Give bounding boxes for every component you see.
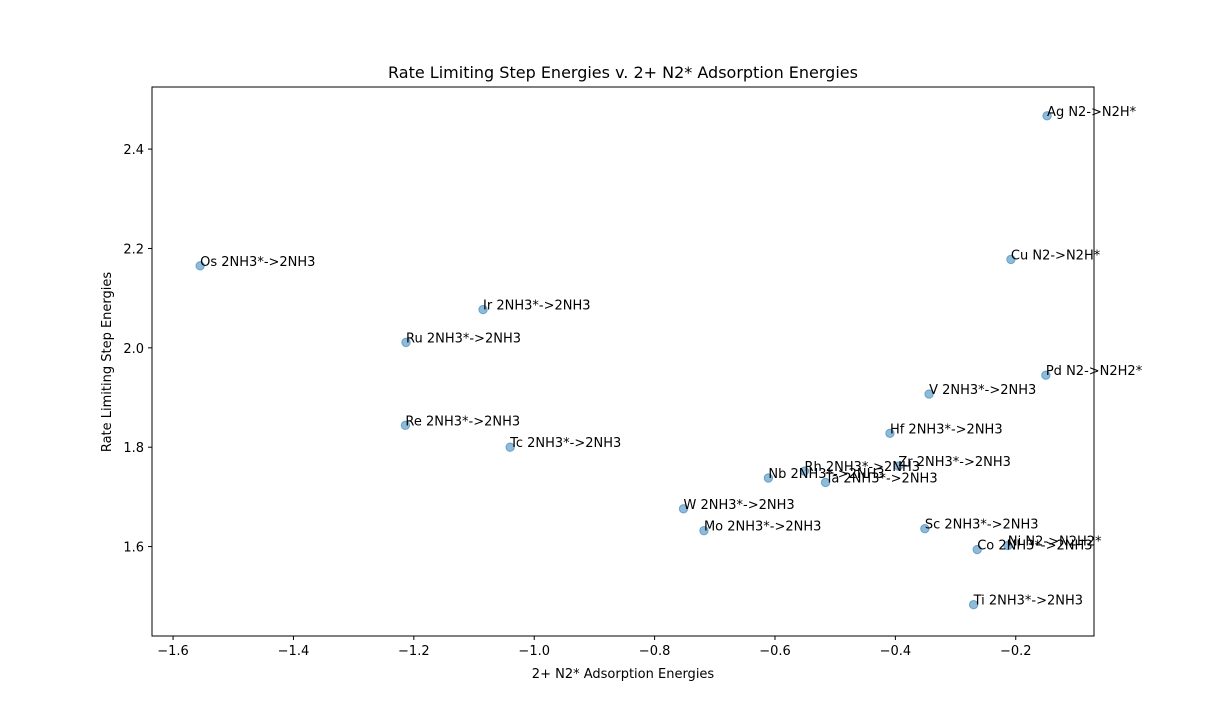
- x-tick-label: −1.2: [398, 644, 430, 659]
- point-label: Hf 2NH3*->2NH3: [890, 422, 1003, 437]
- data-points: [195, 111, 1052, 610]
- data-point: [885, 428, 895, 438]
- data-point: [1006, 254, 1016, 265]
- chart-title: Rate Limiting Step Energies v. 2+ N2* Ad…: [388, 63, 858, 82]
- data-point: [400, 420, 411, 431]
- y-tick-label: 2.0: [123, 342, 144, 357]
- data-point: [401, 337, 411, 348]
- y-tick-label: 1.8: [123, 441, 144, 456]
- data-point: [893, 461, 904, 471]
- point-label: Mo 2NH3*->2NH3: [704, 520, 821, 535]
- y-tick-label: 2.2: [123, 242, 144, 257]
- x-tick-label: −0.4: [880, 644, 912, 659]
- point-label: Ti 2NH3*->2NH3: [973, 594, 1083, 609]
- data-point: [678, 504, 689, 514]
- data-point: [763, 473, 774, 483]
- y-axis-title: Rate Limiting Step Energies: [100, 272, 115, 453]
- x-tick-label: −0.6: [759, 644, 791, 659]
- point-label: Cu N2->N2H*: [1011, 248, 1101, 263]
- x-tick-label: −1.0: [518, 644, 550, 659]
- point-label: Ag N2->N2H*: [1047, 105, 1137, 120]
- y-axis-ticks: 1.6 1.8 2.0 2.2 2.4: [123, 143, 152, 556]
- x-axis-ticks: −1.6 −1.4 −1.2 −1.0 −0.8 −0.6 −0.4 −0.2: [157, 636, 1032, 659]
- point-label: Ru 2NH3*->2NH3: [406, 331, 521, 346]
- x-axis-title: 2+ N2* Adsorption Energies: [532, 667, 715, 682]
- x-tick-label: −1.4: [278, 644, 310, 659]
- data-point: [972, 544, 982, 555]
- point-label: W 2NH3*->2NH3: [683, 498, 794, 513]
- x-tick-label: −1.6: [157, 644, 189, 659]
- data-point: [505, 442, 515, 452]
- x-tick-label: −0.2: [1000, 644, 1032, 659]
- point-label: Ir 2NH3*->2NH3: [483, 299, 590, 314]
- point-labels: Ag N2->N2H* Cu N2->N2H* Os 2NH3*->2NH3 Ir 2…: [200, 105, 1143, 609]
- data-point: [1003, 540, 1013, 551]
- point-label: Ni N2->N2H2*: [1008, 535, 1102, 550]
- point-label: V 2NH3*->2NH3: [929, 383, 1036, 398]
- point-label: Zr 2NH3*->2NH3: [898, 455, 1011, 470]
- data-point: [195, 261, 205, 271]
- point-label: Nb 2NH3*->2NH3: [768, 467, 884, 482]
- data-point: [920, 523, 930, 534]
- data-point: [924, 389, 934, 399]
- x-tick-label: −0.8: [639, 644, 671, 659]
- data-point: [699, 525, 709, 536]
- point-label: Os 2NH3*->2NH3: [200, 255, 315, 270]
- data-point: [968, 599, 979, 610]
- data-point: [799, 466, 810, 476]
- point-label: Rh 2NH3*->2NH3: [804, 460, 920, 475]
- point-label: Ta 2NH3*->2NH3: [825, 471, 938, 486]
- point-label: Co 2NH3*->2NH3: [977, 539, 1092, 554]
- point-label: Sc 2NH3*->2NH3: [925, 518, 1039, 533]
- data-point: [1042, 111, 1052, 121]
- plot-area-frame: [151, 86, 1095, 637]
- data-point: [820, 477, 831, 488]
- data-point: [478, 304, 488, 315]
- y-tick-label: 2.4: [123, 143, 144, 158]
- point-label: Tc 2NH3*->2NH3: [509, 436, 621, 451]
- y-tick-label: 1.6: [123, 541, 144, 556]
- data-point: [1041, 370, 1051, 380]
- point-label: Re 2NH3*->2NH3: [405, 414, 520, 429]
